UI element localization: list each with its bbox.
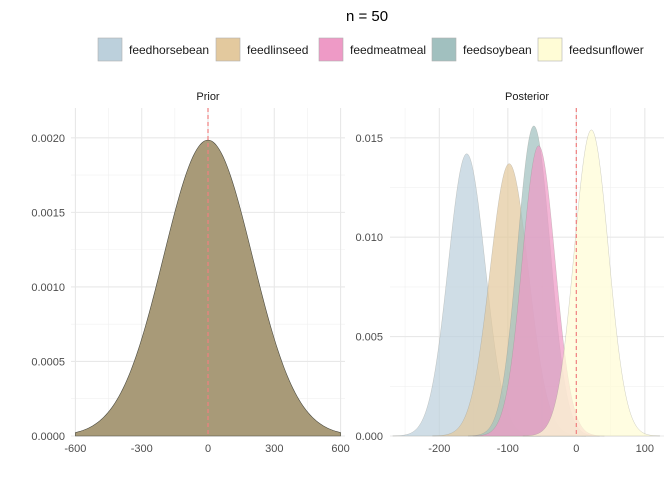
prior-panel: Prior 0.0000 0.0005 0.0010 0.0015 0.0020 -600 -… [31, 91, 349, 455]
x-tick-label: 0 [205, 443, 211, 455]
legend-key-feedhorsebean [97, 37, 123, 62]
y-tick-label: 0.0015 [31, 207, 65, 219]
y-tick-label: 0.0000 [31, 431, 65, 443]
legend-label-feedhorsebean: feedhorsebean [129, 43, 209, 57]
x-tick-label: 300 [265, 443, 283, 455]
legend-label-feedlinseed: feedlinseed [247, 43, 308, 57]
posterior-panel: Posterior 0.000 0.005 0.010 0.015 -200 -100 0 10… [355, 91, 664, 455]
posterior-panel-title: Posterior [505, 91, 549, 103]
legend-key-feedmeatmeal [318, 37, 344, 62]
x-tick-label: 0 [573, 443, 579, 455]
y-tick-label: 0.015 [355, 133, 383, 145]
x-tick-label: -100 [497, 443, 519, 455]
legend-label-feedmeatmeal: feedmeatmeal [350, 43, 426, 57]
y-tick-label: 0.005 [355, 332, 383, 344]
chart-title: n = 50 [346, 8, 388, 25]
x-tick-label: -200 [428, 443, 450, 455]
legend: feedhorsebean feedlinseed feedmeatmeal feed… [97, 37, 644, 62]
legend-label-feedsunflower: feedsunflower [569, 43, 644, 57]
x-tick-label: -300 [131, 443, 153, 455]
legend-key-feedsunflower [537, 37, 563, 62]
legend-key-feedlinseed [215, 37, 241, 62]
x-tick-label: -600 [64, 443, 86, 455]
density-area-prior [75, 139, 341, 437]
x-tick-label: 100 [636, 443, 654, 455]
x-tick-label: 600 [331, 443, 349, 455]
y-tick-label: 0.010 [355, 232, 383, 244]
legend-key-feedsoybean [431, 37, 457, 62]
legend-label-feedsoybean: feedsoybean [463, 43, 532, 57]
density-area-feedsunflower [522, 129, 661, 437]
y-tick-label: 0.0010 [31, 282, 65, 294]
y-tick-label: 0.0005 [31, 356, 65, 368]
y-tick-label: 0.0020 [31, 133, 65, 145]
prior-panel-title: Prior [196, 91, 220, 103]
y-tick-label: 0.000 [355, 431, 383, 443]
